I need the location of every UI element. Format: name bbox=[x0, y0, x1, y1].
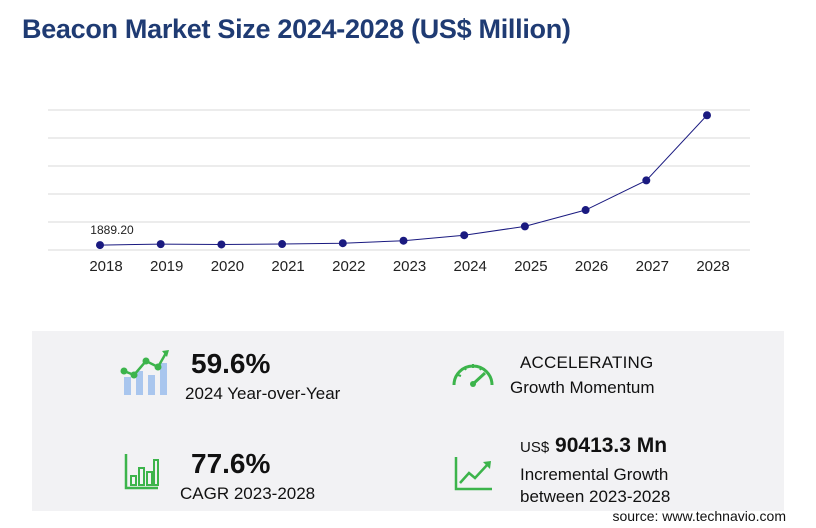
line-chart: 2018 2019 2020 2021 2022 2023 2024 2025 2026 2027… bbox=[48, 109, 750, 275]
data-point-2020 bbox=[217, 240, 226, 249]
x-axis: 2018 2019 2020 2021 2022 2023 2024 2025 2026 2027… bbox=[89, 258, 729, 275]
speedometer-icon bbox=[452, 364, 494, 387]
currency-label: US$ bbox=[520, 439, 550, 456]
data-label: 1889.20 bbox=[90, 223, 134, 237]
kpi-incremental: US$ 90413.3 Mn bbox=[520, 434, 667, 458]
trend-line-icon bbox=[454, 457, 492, 491]
incremental-line2: between 2023-2028 bbox=[520, 487, 671, 506]
data-point-2026 bbox=[581, 206, 590, 215]
page-title: Beacon Market Size 2024-2028 (US$ Millio… bbox=[22, 14, 571, 44]
x-tick-label: 2019 bbox=[150, 258, 183, 275]
kpi-incremental-line1-wrap: Incremental Growth bbox=[520, 465, 668, 485]
incremental-amount: 90413.3 Mn bbox=[555, 434, 668, 457]
data-points bbox=[96, 111, 711, 250]
x-tick-label: 2025 bbox=[514, 258, 547, 275]
data-point-2028 bbox=[703, 111, 711, 120]
kpi-yoy-label-wrap: 2024 Year-over-Year bbox=[185, 384, 340, 404]
kpi-cagr: 77.6% bbox=[191, 448, 270, 480]
x-tick-label: 2018 bbox=[89, 258, 122, 275]
kpi-panel: 59.6% 2024 Year-over-Year ACCELERATING G… bbox=[32, 331, 784, 511]
kpi-cagr-label-wrap: CAGR 2023-2028 bbox=[180, 484, 315, 504]
x-tick-label: 2024 bbox=[454, 258, 487, 275]
data-point-2027 bbox=[642, 176, 651, 185]
data-point-2019 bbox=[156, 240, 165, 249]
kpi-yoy: 59.6% bbox=[191, 348, 270, 380]
data-point-2023 bbox=[399, 236, 408, 245]
incremental-line1: Incremental Growth bbox=[520, 465, 669, 484]
yoy-value: 59.6% bbox=[191, 348, 271, 379]
x-tick-label: 2021 bbox=[271, 258, 304, 275]
kpi-momentum: ACCELERATING bbox=[520, 353, 653, 373]
source-credit: source: www.technavio.com bbox=[612, 508, 786, 524]
x-tick-label: 2023 bbox=[393, 258, 426, 275]
x-tick-label: 2026 bbox=[575, 258, 608, 275]
data-labels: 1889.20 bbox=[90, 223, 134, 237]
x-tick-label: 2027 bbox=[636, 258, 669, 275]
chart-grid bbox=[48, 109, 750, 251]
data-point-2018 bbox=[96, 241, 104, 250]
yoy-label: 2024 Year-over-Year bbox=[185, 384, 341, 403]
series-line bbox=[99, 114, 708, 246]
data-point-2024 bbox=[460, 231, 469, 240]
momentum-line1: ACCELERATING bbox=[520, 353, 654, 372]
cagr-label: CAGR 2023-2028 bbox=[180, 484, 316, 503]
kpi-momentum-line2-wrap: Growth Momentum bbox=[510, 378, 655, 398]
data-point-2022 bbox=[338, 239, 347, 248]
x-tick-label: 2028 bbox=[696, 258, 729, 275]
kpi-incremental-line2-wrap: between 2023-2028 bbox=[520, 487, 670, 507]
data-point-2021 bbox=[278, 240, 287, 249]
data-point-2025 bbox=[520, 222, 529, 231]
growth-chart-icon bbox=[120, 350, 169, 395]
bar-chart-icon bbox=[124, 454, 159, 490]
incremental-value: US$ 90413.3 Mn bbox=[520, 434, 667, 458]
x-tick-label: 2022 bbox=[332, 258, 365, 275]
x-tick-label: 2020 bbox=[211, 258, 244, 275]
cagr-value: 77.6% bbox=[191, 448, 271, 479]
momentum-line2: Growth Momentum bbox=[510, 378, 655, 397]
